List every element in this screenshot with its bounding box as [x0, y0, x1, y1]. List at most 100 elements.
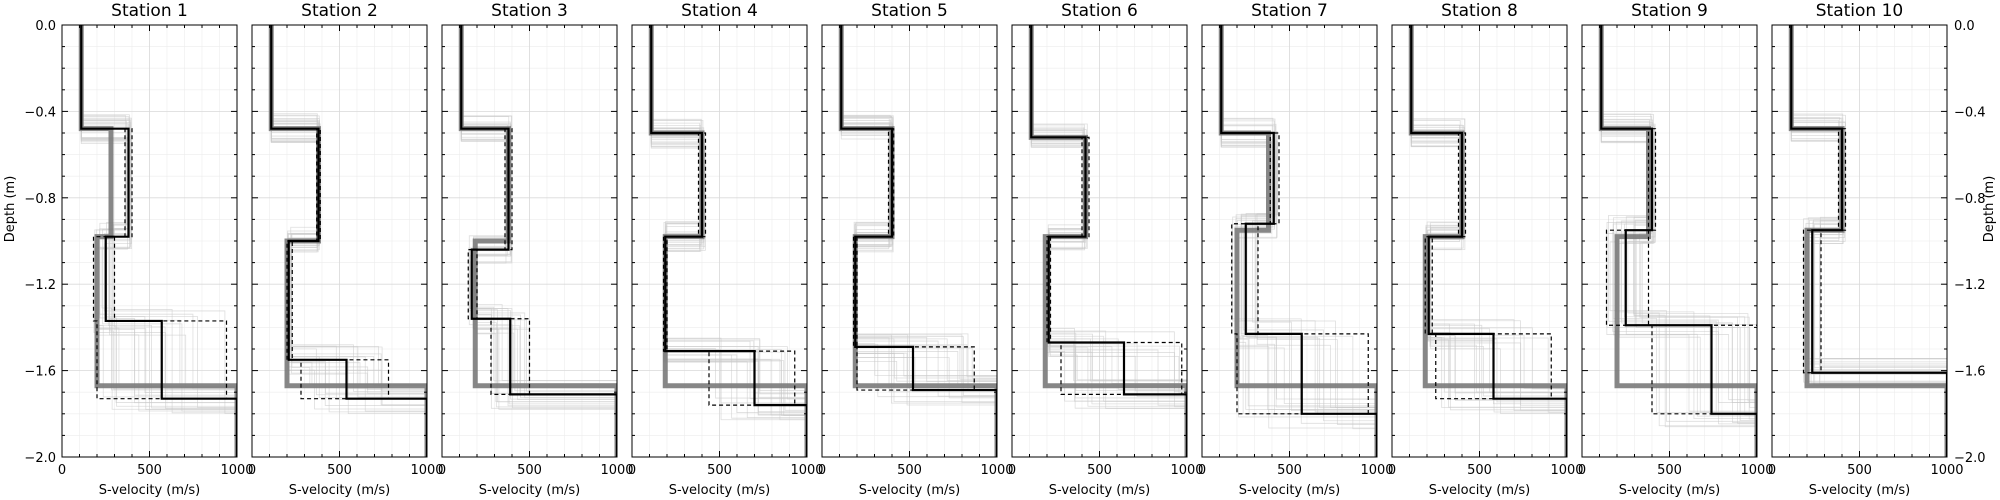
panel-station-1: Station 1 0 500 1000 S-velocity (m/s) 0.0 −0.4…: [24, 1, 253, 498]
panel-station-8: Station 8 0 500 1000 S-velocity (m/s): [1388, 1, 1584, 498]
panel-title: Station 6: [1061, 1, 1138, 21]
y-tick-label-right: −1.6: [1954, 365, 1986, 380]
ensemble-profile: [1790, 25, 1947, 457]
inverted-profile: [1600, 25, 1757, 457]
x-tick-label: 500: [1087, 463, 1112, 478]
x-tick-label: 1000: [1170, 463, 1203, 478]
x-tick-label: 0: [1008, 463, 1016, 478]
y-axis-label-left: Depth (m): [3, 176, 18, 243]
ensemble-profile: [1220, 25, 1377, 457]
x-axis-label: S-velocity (m/s): [99, 483, 201, 498]
ensemble-profile: [80, 25, 237, 457]
y-tick-label-left: −0.4: [24, 105, 56, 120]
x-tick-label: 1000: [410, 463, 443, 478]
x-tick-label: 0: [628, 463, 636, 478]
inverted-profile: [1410, 25, 1567, 457]
ensemble-profile: [80, 25, 237, 457]
x-axis-label: S-velocity (m/s): [1809, 483, 1911, 498]
panel-title: Station 4: [681, 1, 758, 21]
panel-title: Station 10: [1816, 1, 1903, 21]
x-tick-label: 500: [1657, 463, 1682, 478]
ensemble-profile: [80, 25, 237, 457]
ensemble-profile: [1600, 25, 1757, 457]
panel-station-5: Station 5 0 500 1000 S-velocity (m/s): [818, 1, 1014, 498]
x-axis-label: S-velocity (m/s): [479, 483, 581, 498]
lower-bound-profile: [80, 25, 237, 457]
ensemble-profile: [1220, 25, 1377, 457]
ensemble-profile: [1600, 25, 1757, 457]
panel-station-7: Station 7 0 500 1000 S-velocity (m/s): [1198, 1, 1394, 498]
inverted-profile: [80, 25, 237, 457]
panel-station-6: Station 6 0 500 1000 S-velocity (m/s): [1008, 1, 1204, 498]
panel-station-2: Station 2 0 500 1000 S-velocity (m/s): [248, 1, 444, 498]
x-tick-label: 500: [137, 463, 162, 478]
x-tick-label: 1000: [790, 463, 823, 478]
panel-station-4: Station 4 0 500 1000 S-velocity (m/s): [628, 1, 824, 498]
plot-area: [1028, 25, 1187, 457]
y-tick-label-right: −0.8: [1954, 192, 1986, 207]
x-axis-label: S-velocity (m/s): [289, 483, 391, 498]
x-tick-label: 0: [248, 463, 256, 478]
plot-area: [458, 25, 617, 457]
y-tick-label-left: −1.6: [24, 365, 56, 380]
inverted-profile: [460, 25, 617, 457]
plot-area: [1408, 25, 1567, 457]
y-tick-label-left: −2.0: [24, 451, 56, 466]
y-tick-label-left: −1.2: [24, 278, 56, 293]
y-tick-label-right: 0.0: [1954, 19, 1975, 34]
y-tick-label-right: −1.2: [1954, 278, 1986, 293]
x-tick-label: 1000: [1740, 463, 1773, 478]
x-tick-label: 500: [1847, 463, 1872, 478]
ensemble-profile: [1220, 25, 1377, 457]
panel-title: Station 5: [871, 1, 948, 21]
ensemble-profile: [460, 25, 617, 457]
x-tick-label: 1000: [1360, 463, 1393, 478]
x-tick-label: 0: [438, 463, 446, 478]
panel-title: Station 1: [111, 1, 188, 21]
inverted-profile: [840, 25, 997, 457]
plot-area: [268, 25, 427, 457]
x-tick-label: 1000: [1930, 463, 1963, 478]
ensemble-profile: [1410, 25, 1567, 457]
plot-area: [1218, 25, 1377, 457]
x-tick-label: 500: [1467, 463, 1492, 478]
ensemble-profile: [1600, 25, 1757, 457]
panel-station-3: Station 3 0 500 1000 S-velocity (m/s): [438, 1, 634, 498]
x-axis-label: S-velocity (m/s): [1049, 483, 1151, 498]
ensemble-profile: [1600, 25, 1757, 457]
panel-title: Station 8: [1441, 1, 1518, 21]
plot-area: [648, 25, 807, 457]
panel-title: Station 3: [491, 1, 568, 21]
ensemble-profile: [270, 25, 427, 457]
x-tick-label: 1000: [980, 463, 1013, 478]
inverted-profile: [270, 25, 427, 457]
inverted-profile: [1220, 25, 1377, 457]
panel-title: Station 9: [1631, 1, 1708, 21]
inverted-profile: [1790, 25, 1947, 457]
x-tick-label: 0: [58, 463, 66, 478]
inverted-profile: [1030, 25, 1187, 457]
inverted-profile: [650, 25, 807, 457]
ensemble-profile: [80, 25, 237, 457]
ensemble-profile: [1600, 25, 1757, 457]
plot-area: [838, 25, 997, 457]
ensemble-profile: [1220, 25, 1377, 457]
x-tick-label: 500: [327, 463, 352, 478]
ensemble-profile: [80, 25, 237, 457]
x-axis-label: S-velocity (m/s): [1429, 483, 1531, 498]
x-tick-label: 0: [818, 463, 826, 478]
x-tick-label: 500: [1277, 463, 1302, 478]
x-tick-label: 0: [1198, 463, 1206, 478]
x-tick-label: 500: [897, 463, 922, 478]
x-axis-label: S-velocity (m/s): [1619, 483, 1721, 498]
x-tick-label: 500: [517, 463, 542, 478]
x-axis-label: S-velocity (m/s): [859, 483, 961, 498]
panel-station-9: Station 9 0 500 1000 S-velocity (m/s): [1578, 1, 1774, 498]
plot-area: [1788, 25, 1947, 457]
ensemble-profile: [1600, 25, 1757, 457]
y-tick-label-right: −0.4: [1954, 105, 1986, 120]
panel-station-10: Station 10 0 500 1000 S-velocity (m/s) 0.0 −0.…: [1768, 1, 1986, 498]
ensemble-profile: [80, 25, 237, 457]
